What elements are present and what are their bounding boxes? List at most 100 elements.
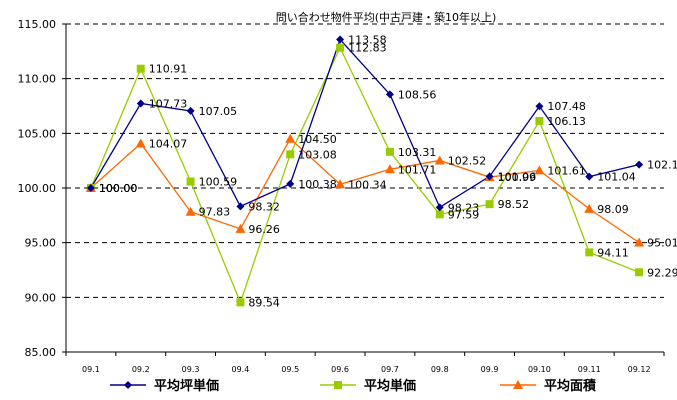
data-point-square <box>334 381 342 389</box>
data-label: 108.56 <box>398 88 437 101</box>
data-point-square <box>635 268 644 277</box>
y-tick-label: 100.00 <box>18 182 57 195</box>
data-point-diamond <box>86 184 95 192</box>
x-tick-label: 09.10 <box>528 365 551 374</box>
data-label: 100.38 <box>298 178 337 191</box>
x-tick-label: 09.3 <box>182 365 200 374</box>
data-point-square <box>236 298 245 307</box>
data-point-diamond <box>485 172 494 181</box>
data-label: 98.23 <box>448 201 480 214</box>
data-label: 112.83 <box>348 42 387 55</box>
data-label: 110.91 <box>149 63 188 76</box>
data-label: 98.32 <box>248 200 280 213</box>
data-point-square <box>186 177 195 186</box>
legend-label: 平均面積 <box>544 378 597 394</box>
x-tick-label: 09.6 <box>331 365 349 374</box>
data-label: 95.01 <box>647 237 677 250</box>
data-point-square <box>535 116 544 125</box>
data-point-diamond <box>435 203 444 212</box>
data-label: 97.59 <box>448 208 480 221</box>
data-label: 94.11 <box>597 246 629 259</box>
data-label: 101.71 <box>398 163 437 176</box>
series-line <box>90 38 640 209</box>
legend-label: 平均単価 <box>364 378 416 394</box>
data-point-square <box>286 150 295 159</box>
data-point-diamond <box>236 202 245 211</box>
series-markers <box>85 35 645 307</box>
y-tick-label: 85.00 <box>25 346 57 359</box>
data-point-square <box>435 210 444 219</box>
data-point-square <box>336 43 345 52</box>
data-label: 97.83 <box>199 206 231 219</box>
series-lines <box>90 38 640 305</box>
x-tick-label: 09.11 <box>578 365 601 374</box>
data-label: 101.04 <box>597 171 636 184</box>
y-axis-ticks: 85.00 90.00 95.00 100.00 105.00 110.00 115.00 <box>18 18 57 359</box>
data-label: 100.00 <box>99 182 137 195</box>
grid-lines <box>62 23 665 356</box>
y-tick-label: 90.00 <box>25 291 57 304</box>
data-label: 92.29 <box>647 266 677 279</box>
data-point-triangle <box>584 203 595 213</box>
data-point-diamond <box>585 172 594 181</box>
data-point-diamond <box>535 102 544 111</box>
data-point-diamond <box>186 106 195 115</box>
data-label: 100.00 <box>99 182 137 195</box>
data-label: 102.52 <box>448 154 487 167</box>
data-label: 101.61 <box>547 164 586 177</box>
data-label: 102.14 <box>647 159 677 172</box>
legend: 平均坪単価 平均単価 平均面積 <box>110 378 597 394</box>
x-tick-label: 09.8 <box>431 365 449 374</box>
data-point-square <box>136 64 145 73</box>
data-point-diamond <box>635 160 644 169</box>
data-point-triangle <box>285 133 296 143</box>
data-label: 89.54 <box>248 296 280 309</box>
data-point-triangle <box>513 380 523 389</box>
data-label: 107.73 <box>149 97 188 110</box>
data-point-square <box>385 147 394 156</box>
data-point-triangle <box>534 165 545 175</box>
y-tick-label: 110.00 <box>18 73 57 86</box>
x-axis-ticks: 09.1 09.2 09.3 09.4 09.5 09.6 09.7 09.8 09.9 09.1… <box>82 365 651 374</box>
data-point-triangle <box>135 138 146 148</box>
series-line <box>90 137 640 244</box>
data-label: 104.50 <box>298 133 337 146</box>
data-point-triangle <box>434 155 445 165</box>
data-point-diamond <box>136 99 145 108</box>
data-point-diamond <box>336 35 345 44</box>
data-point-triangle <box>235 223 246 233</box>
data-label: 100.00 <box>99 182 137 195</box>
x-tick-label: 09.2 <box>132 365 150 374</box>
data-label: 113.58 <box>348 34 387 47</box>
x-tick-label: 09.9 <box>481 365 499 374</box>
y-tick-label: 95.00 <box>25 237 57 250</box>
series-line <box>90 46 640 305</box>
data-label: 100.34 <box>348 178 387 191</box>
data-label: 107.05 <box>199 105 238 118</box>
data-point-square <box>585 248 594 257</box>
data-label: 100.59 <box>199 176 238 189</box>
data-labels: 100.00 107.73 107.05 98.32 100.38 113.58 108.5… <box>99 34 677 310</box>
data-point-diamond <box>286 179 295 188</box>
data-point-triangle <box>335 179 346 189</box>
data-label: 98.52 <box>498 198 530 211</box>
x-tick-label: 09.1 <box>82 365 100 374</box>
data-label: 98.09 <box>597 203 629 216</box>
x-tick-label: 09.5 <box>281 365 299 374</box>
data-label: 104.07 <box>149 138 188 151</box>
legend-label: 平均坪単価 <box>154 378 219 394</box>
data-label: 96.26 <box>248 223 280 236</box>
data-point-triangle <box>185 206 196 216</box>
data-point-diamond <box>385 90 394 99</box>
data-label: 107.48 <box>547 100 586 113</box>
y-tick-label: 105.00 <box>18 127 57 140</box>
chart-title: 問い合わせ物件平均(中古戸建・築10年以上) <box>276 10 497 24</box>
data-point-triangle <box>384 164 395 174</box>
x-tick-label: 09.12 <box>628 365 651 374</box>
data-label: 103.08 <box>298 148 337 161</box>
x-tick-label: 09.7 <box>381 365 399 374</box>
x-tick-label: 09.4 <box>232 365 250 374</box>
y-tick-label: 115.00 <box>18 18 57 31</box>
